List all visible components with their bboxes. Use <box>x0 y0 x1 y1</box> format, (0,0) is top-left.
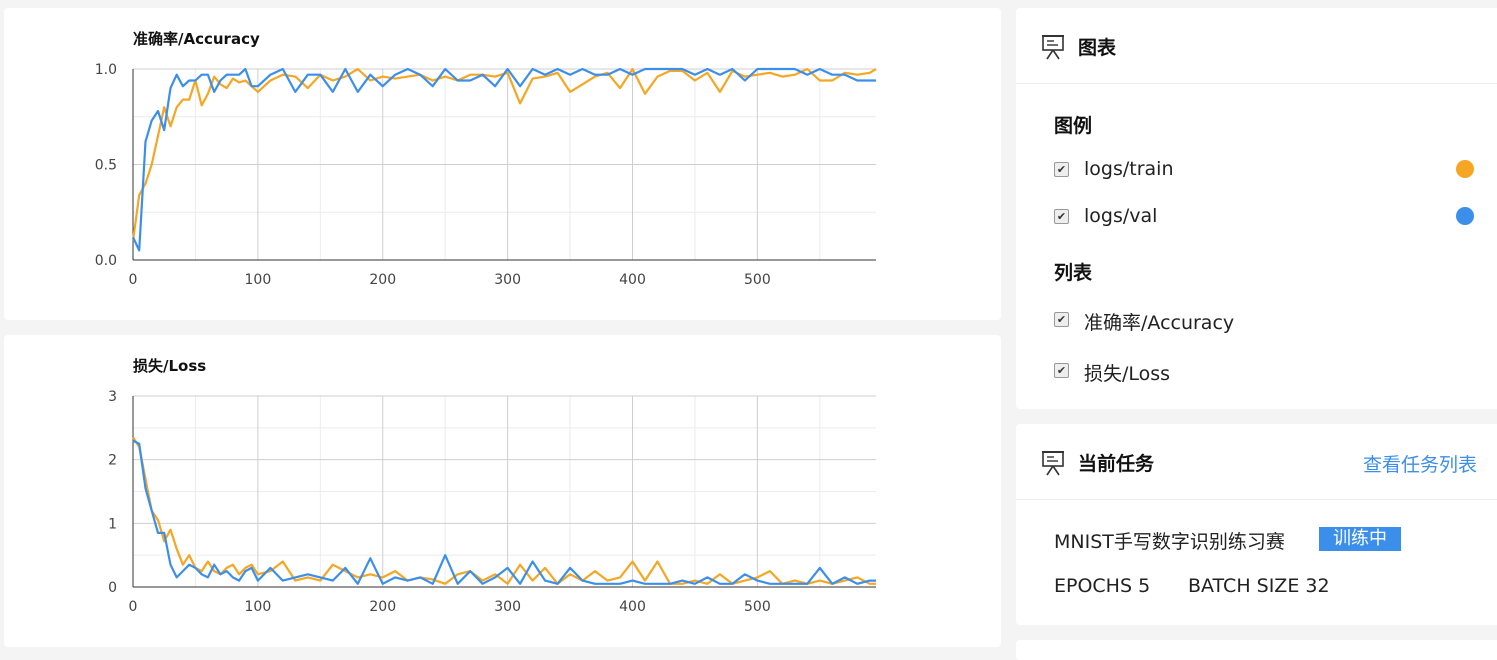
legend-section-title: 图例 <box>1054 115 1093 137</box>
list-item-loss[interactable]: ✔ 损失/Loss <box>1054 359 1474 385</box>
list-item-accuracy[interactable]: ✔ 准确率/Accuracy <box>1054 308 1474 334</box>
task-epochs: EPOCHS 5 <box>1054 575 1151 597</box>
accuracy-chart: 准确率/Accuracy 0 100 200 300 400 500 0.0 0.5 1.0 <box>95 30 877 288</box>
task-status-badge: 训练中 <box>1319 527 1401 551</box>
list-loss-label: 损失/Loss <box>1084 363 1171 385</box>
val-series-line <box>132 67 876 252</box>
y-tick-label: 0 <box>108 580 117 596</box>
task-name: MNIST手写数字识别练习赛 <box>1054 531 1285 553</box>
y-tick-label: 3 <box>108 389 117 405</box>
chart-title: 准确率/Accuracy <box>133 30 260 48</box>
chart-panel-header: 图表 <box>1016 8 1497 84</box>
train-series-line <box>132 436 876 585</box>
x-tick-label: 100 <box>245 599 272 615</box>
legend-item-train[interactable]: ✔ logs/train <box>1054 158 1474 184</box>
chart-title: 损失/Loss <box>133 357 206 375</box>
x-tick-label: 400 <box>619 599 646 615</box>
y-tick-label: 0.5 <box>95 158 117 174</box>
legend-train-label: logs/train <box>1084 158 1174 180</box>
next-panel-edge <box>1016 640 1497 660</box>
chart-panel-title: 图表 <box>1078 37 1117 59</box>
x-tick-label: 500 <box>744 272 771 288</box>
accuracy-chart-card: 准确率/Accuracy 0 100 200 300 400 500 0.0 0.5 1.0 <box>4 8 1001 320</box>
legend-item-val[interactable]: ✔ logs/val <box>1054 205 1474 231</box>
y-tick-label: 0.0 <box>95 253 117 269</box>
list-accuracy-label: 准确率/Accuracy <box>1084 312 1235 334</box>
legend-train-checkbox[interactable]: ✔ <box>1054 162 1069 177</box>
y-tick-label: 1.0 <box>95 62 117 78</box>
x-tick-label: 400 <box>619 272 646 288</box>
view-task-list-link[interactable]: 查看任务列表 <box>1362 454 1477 476</box>
x-tick-label: 100 <box>245 272 272 288</box>
x-tick-label: 200 <box>369 272 396 288</box>
presentation-board-icon <box>1042 35 1064 60</box>
y-tick-label: 2 <box>108 453 117 469</box>
val-series-line <box>132 439 876 585</box>
x-tick-label: 300 <box>494 599 521 615</box>
legend-val-checkbox[interactable]: ✔ <box>1054 209 1069 224</box>
task-panel-header: 当前任务 查看任务列表 <box>1016 424 1497 500</box>
x-tick-label: 200 <box>369 599 396 615</box>
task-batch-size: BATCH SIZE 32 <box>1188 575 1330 597</box>
train-series-line <box>131 67 877 242</box>
list-accuracy-checkbox[interactable]: ✔ <box>1054 312 1069 327</box>
x-tick-label: 0 <box>129 272 138 288</box>
presentation-board-icon <box>1042 451 1064 476</box>
current-task-panel: 当前任务 查看任务列表 MNIST手写数字识别练习赛 训练中 EPOCHS 5 … <box>1016 424 1497 625</box>
task-panel-title: 当前任务 <box>1078 453 1155 475</box>
chart-settings-panel: 图表 图例 ✔ logs/train ✔ logs/val 列表 ✔ 准确率/A… <box>1016 8 1497 409</box>
x-tick-label: 0 <box>129 599 138 615</box>
x-tick-label: 500 <box>744 599 771 615</box>
legend-train-color-dot <box>1456 160 1474 178</box>
x-tick-label: 300 <box>494 272 521 288</box>
list-loss-checkbox[interactable]: ✔ <box>1054 363 1069 378</box>
loss-chart: 损失/Loss 0 100 200 300 400 500 0 1 2 3 <box>108 357 876 615</box>
loss-chart-card: 损失/Loss 0 100 200 300 400 500 0 1 2 3 <box>4 335 1001 647</box>
list-section-title: 列表 <box>1054 262 1093 284</box>
legend-val-label: logs/val <box>1084 205 1158 227</box>
legend-val-color-dot <box>1456 207 1474 225</box>
y-tick-label: 1 <box>108 516 117 532</box>
